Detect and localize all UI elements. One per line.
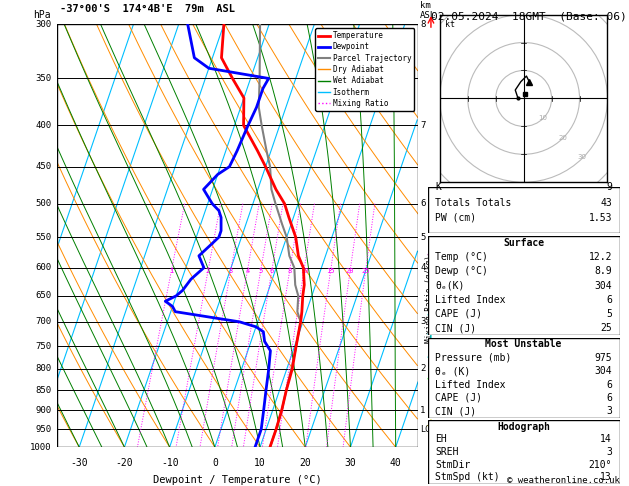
Text: 5: 5 [606,309,612,319]
Text: 700: 700 [35,317,51,327]
Text: StmSpd (kt): StmSpd (kt) [435,472,500,482]
Text: 300: 300 [35,20,51,29]
Text: 3: 3 [420,317,425,327]
Text: 13: 13 [600,472,612,482]
Text: 5: 5 [420,233,425,242]
Text: Dewpoint / Temperature (°C): Dewpoint / Temperature (°C) [153,475,322,485]
Text: 600: 600 [35,263,51,272]
Text: 750: 750 [35,342,51,350]
Text: 12.2: 12.2 [588,252,612,262]
Text: 8: 8 [287,268,292,274]
Text: 10: 10 [299,268,308,274]
Text: CAPE (J): CAPE (J) [435,309,482,319]
Text: 450: 450 [35,162,51,171]
Text: Lifted Index: Lifted Index [435,295,506,305]
Text: SREH: SREH [435,447,459,457]
Text: hPa: hPa [33,10,51,20]
Text: 6: 6 [420,199,425,208]
Text: 2: 2 [206,268,210,274]
Text: θₑ(K): θₑ(K) [435,280,465,291]
Text: 3: 3 [228,268,233,274]
Text: 30: 30 [578,154,587,160]
Text: K: K [435,182,442,192]
Text: 800: 800 [35,364,51,373]
Text: -30: -30 [70,458,88,468]
Text: Most Unstable: Most Unstable [486,339,562,349]
Text: 40: 40 [390,458,401,468]
Text: PW (cm): PW (cm) [435,213,477,223]
Text: EH: EH [435,434,447,444]
Text: 950: 950 [35,425,51,434]
Text: 1: 1 [169,268,174,274]
Text: 43: 43 [600,197,612,208]
Text: kt: kt [445,20,455,29]
Text: 3: 3 [606,447,612,457]
Text: 2: 2 [420,364,425,373]
Text: -37°00'S  174°4B'E  79m  ASL: -37°00'S 174°4B'E 79m ASL [60,4,235,14]
Text: CIN (J): CIN (J) [435,406,477,417]
Text: 6: 6 [606,295,612,305]
Text: Pressure (mb): Pressure (mb) [435,353,512,363]
Text: 6: 6 [270,268,274,274]
Text: 15: 15 [326,268,335,274]
Text: 30: 30 [345,458,357,468]
Text: 1: 1 [420,406,425,415]
Text: km
ASL: km ASL [420,1,437,20]
Text: Mixing Ratio (g/kg): Mixing Ratio (g/kg) [425,255,433,343]
Text: 8: 8 [420,20,425,29]
Text: Hodograph: Hodograph [497,422,550,432]
Text: 6: 6 [606,380,612,390]
Text: 20: 20 [559,135,567,140]
Text: Dewp (°C): Dewp (°C) [435,266,488,277]
Text: 5: 5 [259,268,263,274]
Text: 350: 350 [35,74,51,83]
Text: 550: 550 [35,233,51,242]
Text: -10: -10 [161,458,179,468]
Text: 14: 14 [600,434,612,444]
Text: 1.53: 1.53 [588,213,612,223]
Text: 850: 850 [35,385,51,395]
Text: CAPE (J): CAPE (J) [435,393,482,403]
Text: θₑ (K): θₑ (K) [435,366,470,376]
Text: 8.9: 8.9 [594,266,612,277]
Text: 304: 304 [594,280,612,291]
Text: 3: 3 [606,406,612,417]
Text: 25: 25 [600,323,612,333]
Text: 20: 20 [299,458,311,468]
Text: 6: 6 [606,393,612,403]
Text: -20: -20 [116,458,133,468]
Text: 02.05.2024  18GMT  (Base: 06): 02.05.2024 18GMT (Base: 06) [431,11,626,21]
Legend: Temperature, Dewpoint, Parcel Trajectory, Dry Adiabat, Wet Adiabat, Isotherm, Mi: Temperature, Dewpoint, Parcel Trajectory… [315,28,415,111]
Text: 900: 900 [35,406,51,415]
Text: 10: 10 [254,458,266,468]
Text: 210°: 210° [588,460,612,469]
Text: 0: 0 [212,458,218,468]
Text: 4: 4 [245,268,250,274]
Text: 1000: 1000 [30,443,51,451]
Text: 10: 10 [538,115,548,121]
Text: 650: 650 [35,291,51,300]
Text: CIN (J): CIN (J) [435,323,477,333]
Text: 975: 975 [594,353,612,363]
Text: 7: 7 [420,121,425,130]
Text: 9: 9 [606,182,612,192]
Text: Totals Totals: Totals Totals [435,197,512,208]
Text: 400: 400 [35,121,51,130]
Text: 500: 500 [35,199,51,208]
Text: LCL: LCL [420,425,435,434]
Text: © weatheronline.co.uk: © weatheronline.co.uk [507,475,620,485]
Text: StmDir: StmDir [435,460,470,469]
Text: 4: 4 [420,263,425,272]
Text: 25: 25 [362,268,370,274]
Text: Lifted Index: Lifted Index [435,380,506,390]
Text: 304: 304 [594,366,612,376]
Text: Surface: Surface [503,238,544,248]
Text: 20: 20 [346,268,354,274]
Text: Temp (°C): Temp (°C) [435,252,488,262]
